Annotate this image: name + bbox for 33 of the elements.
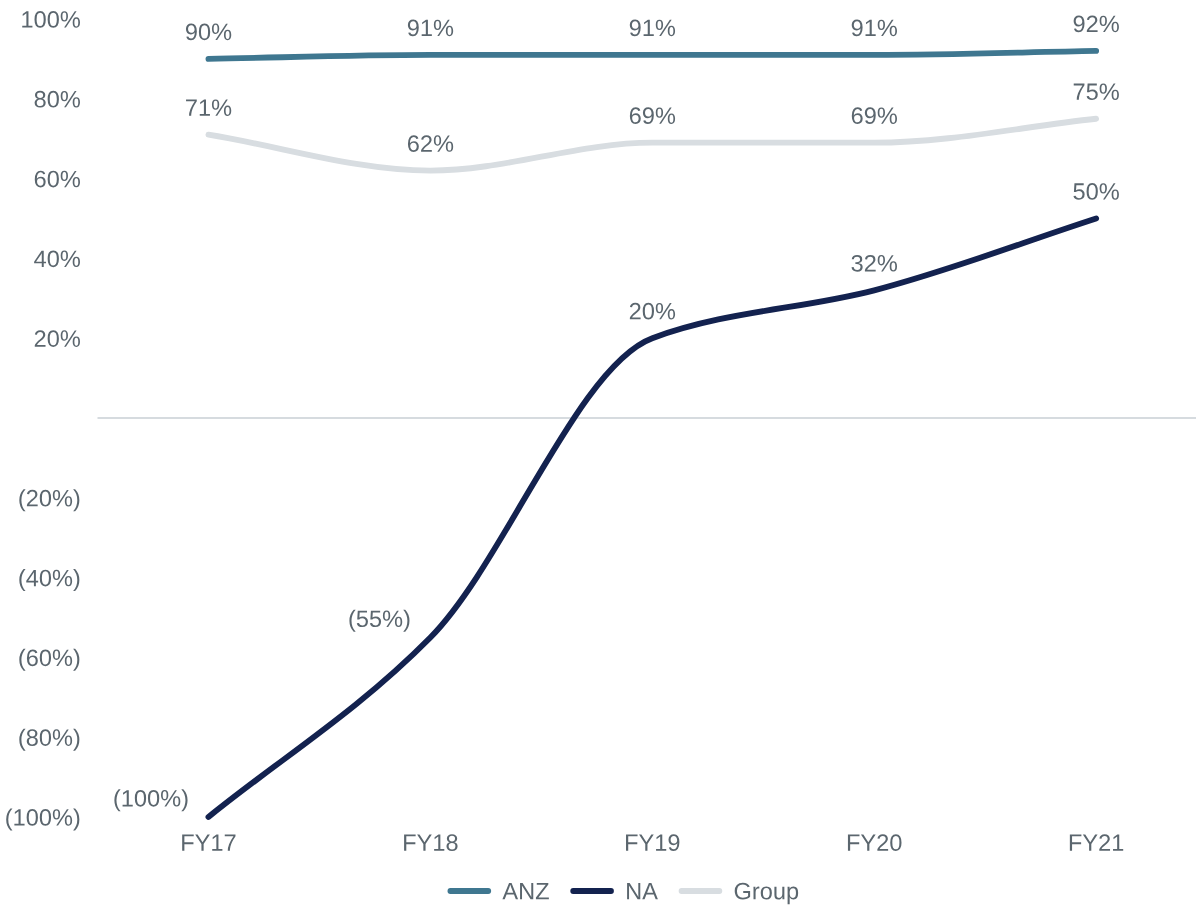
x-tick-label: FY19 — [626, 834, 680, 852]
x-tick-label: FY18 — [404, 834, 458, 852]
legend-label: NA — [627, 883, 658, 900]
x-tick-label: FY21 — [1069, 834, 1124, 851]
data-label: (100%) — [114, 789, 188, 812]
y-tick-label: (60%) — [19, 648, 80, 671]
data-label: 20% — [629, 302, 676, 320]
data-label: 69% — [629, 107, 676, 125]
y-tick-label: 80% — [34, 90, 80, 108]
y-tick-label: 100% — [22, 11, 80, 28]
y-tick-label: 40% — [34, 250, 80, 268]
x-tick-label: FY17 — [182, 834, 236, 851]
y-tick-label: (100%) — [6, 808, 80, 831]
data-label: 91% — [407, 19, 454, 37]
y-tick-label: (20%) — [19, 489, 80, 512]
y-tick-label: 60% — [34, 170, 80, 188]
data-label: 90% — [185, 23, 232, 41]
data-label: 62% — [407, 135, 454, 152]
legend-label: Group — [734, 882, 799, 905]
y-tick-label: (40%) — [19, 569, 80, 592]
data-label: 91% — [629, 19, 676, 37]
x-tick-label: FY20 — [847, 834, 902, 852]
data-label: (55%) — [349, 609, 410, 632]
data-label: 91% — [851, 19, 898, 37]
legend-label: ANZ — [502, 883, 549, 900]
data-label: 50% — [1073, 183, 1119, 200]
data-label: 69% — [851, 107, 898, 125]
y-tick-label: 20% — [34, 330, 80, 347]
data-label: 32% — [851, 254, 898, 272]
data-label: 71% — [186, 99, 232, 116]
data-label: 75% — [1073, 83, 1119, 101]
data-label: 92% — [1073, 15, 1119, 33]
y-tick-label: (80%) — [19, 728, 80, 751]
